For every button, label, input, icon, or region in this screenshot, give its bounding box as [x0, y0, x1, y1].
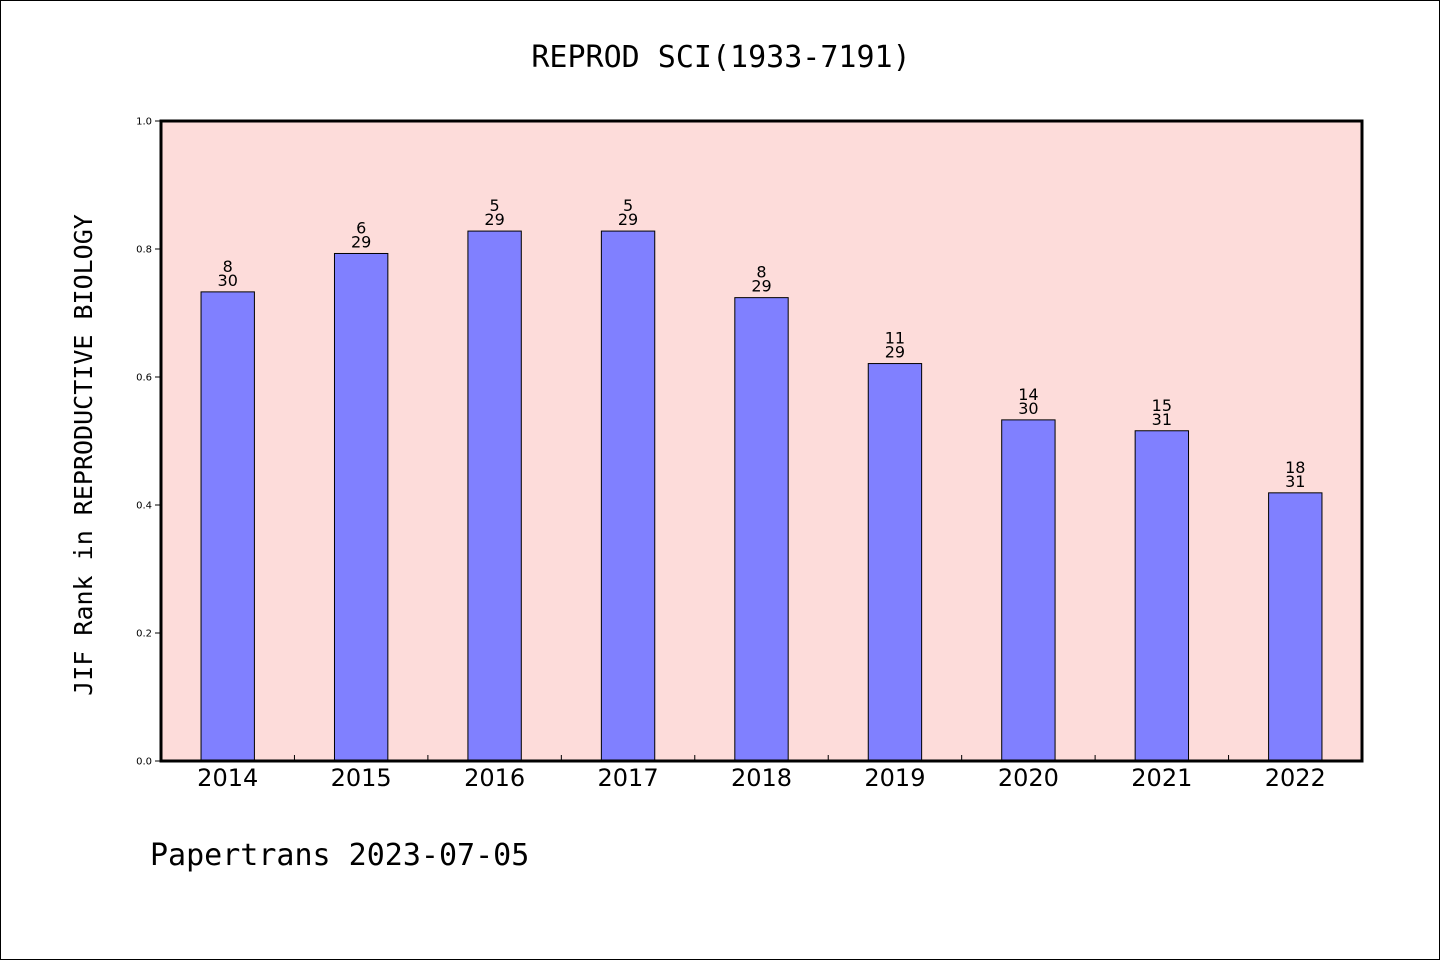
bar-label-rank: 18: [1285, 458, 1305, 477]
y-tick-label: 0.8: [136, 245, 152, 256]
y-tick-label: 0.6: [136, 373, 152, 384]
x-tick-label: 2022: [1265, 764, 1326, 792]
bar-2022: [1268, 492, 1323, 762]
bar-label-total: 30: [1018, 399, 1038, 418]
bar-2017: [600, 230, 656, 762]
bar-label-total: 29: [484, 210, 504, 229]
bar-label-total: 30: [218, 271, 238, 290]
bar-2018: [734, 297, 789, 762]
x-tick-label: 2015: [331, 764, 392, 792]
bar-2019: [867, 363, 923, 762]
bar-label-rank: 8: [223, 257, 233, 276]
bar-2014: [200, 291, 255, 762]
x-tick-label: 2017: [598, 764, 659, 792]
bar-2021: [1134, 430, 1190, 762]
bar-label-total: 31: [1285, 472, 1305, 491]
bar-label-rank: 15: [1152, 396, 1172, 415]
bar-2020: [1001, 419, 1056, 762]
bar-label-total: 29: [618, 210, 638, 229]
bar-label-rank: 5: [490, 196, 500, 215]
bar-label-rank: 8: [756, 263, 766, 282]
x-tick-label: 2019: [864, 764, 925, 792]
bar-label-rank: 11: [885, 329, 905, 348]
bar-2016: [467, 230, 522, 762]
bar-label-rank: 14: [1018, 385, 1038, 404]
bar-label-total: 29: [751, 277, 771, 296]
x-tick-label: 2016: [464, 764, 525, 792]
bar-2015: [333, 252, 389, 762]
y-tick-label: 0.0: [136, 757, 152, 768]
x-tick-label: 2020: [998, 764, 1059, 792]
y-tick-label: 0.2: [136, 629, 152, 640]
y-tick-label: 0.4: [136, 501, 152, 512]
bar-label-rank: 6: [356, 218, 366, 237]
bar-label-rank: 5: [623, 196, 633, 215]
chart-title: REPROD SCI(1933-7191): [531, 40, 910, 75]
bar-label-total: 31: [1152, 410, 1172, 429]
plot-border: [159, 119, 1364, 763]
y-axis-label: JIF Rank in REPRODUCTIVE BIOLOGY: [69, 214, 98, 696]
x-tick-label: 2014: [197, 764, 258, 792]
x-tick-label: 2018: [731, 764, 792, 792]
y-tick-label: 1.0: [136, 117, 152, 128]
x-tick-label: 2021: [1131, 764, 1192, 792]
ticks-layer: 0.0 0.2 0.4 0.6 0.8 1.0 2014 2015 2016 2017 2018 20…: [136, 117, 1326, 793]
footer-text: Papertrans 2023-07-05: [150, 838, 529, 873]
bar-label-total: 29: [885, 343, 905, 362]
bar-label-total: 29: [351, 232, 371, 251]
